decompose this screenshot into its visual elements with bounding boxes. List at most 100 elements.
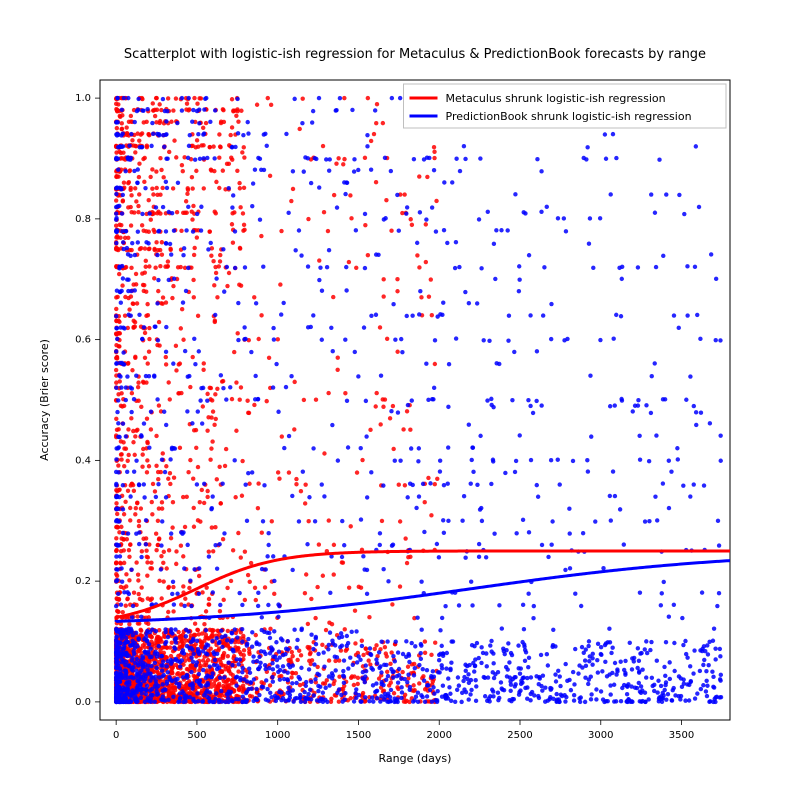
metaculus-point bbox=[156, 470, 160, 474]
predictionbook-point bbox=[126, 531, 130, 535]
metaculus-point bbox=[410, 223, 414, 227]
predictionbook-point bbox=[279, 312, 283, 316]
metaculus-point bbox=[116, 463, 120, 467]
predictionbook-point bbox=[302, 169, 306, 173]
predictionbook-point bbox=[717, 591, 721, 595]
metaculus-point bbox=[267, 356, 271, 360]
predictionbook-point bbox=[198, 398, 202, 402]
scatter-chart: 05001000150020002500300035000.00.20.40.6… bbox=[0, 0, 800, 800]
metaculus-point bbox=[171, 284, 175, 288]
predictionbook-point bbox=[302, 690, 306, 694]
predictionbook-point bbox=[245, 519, 249, 523]
metaculus-point bbox=[128, 543, 132, 547]
metaculus-point bbox=[148, 566, 152, 570]
predictionbook-point bbox=[139, 615, 143, 619]
predictionbook-point bbox=[330, 423, 334, 427]
metaculus-point bbox=[144, 380, 148, 384]
predictionbook-point bbox=[148, 630, 152, 634]
metaculus-point bbox=[259, 234, 263, 238]
metaculus-point bbox=[332, 193, 336, 197]
predictionbook-point bbox=[230, 698, 234, 702]
predictionbook-point bbox=[207, 554, 211, 558]
predictionbook-point bbox=[363, 680, 367, 684]
metaculus-point bbox=[291, 671, 295, 675]
predictionbook-point bbox=[114, 507, 118, 511]
metaculus-point bbox=[213, 525, 217, 529]
predictionbook-point bbox=[314, 636, 318, 640]
predictionbook-point bbox=[486, 210, 490, 214]
predictionbook-point bbox=[122, 326, 126, 330]
metaculus-point bbox=[403, 700, 407, 704]
predictionbook-point bbox=[129, 314, 133, 318]
predictionbook-point bbox=[441, 518, 445, 522]
metaculus-point bbox=[207, 597, 211, 601]
predictionbook-point bbox=[620, 277, 624, 281]
metaculus-point bbox=[150, 512, 154, 516]
predictionbook-point bbox=[246, 471, 250, 475]
predictionbook-point bbox=[132, 169, 136, 173]
predictionbook-point bbox=[541, 313, 545, 317]
metaculus-point bbox=[196, 465, 200, 469]
metaculus-point bbox=[127, 622, 131, 626]
predictionbook-point bbox=[134, 458, 138, 462]
predictionbook-point bbox=[118, 290, 122, 294]
metaculus-point bbox=[136, 578, 140, 582]
predictionbook-point bbox=[655, 659, 659, 663]
predictionbook-point bbox=[701, 663, 705, 667]
metaculus-point bbox=[209, 254, 213, 258]
metaculus-point bbox=[163, 264, 167, 268]
predictionbook-point bbox=[599, 652, 603, 656]
predictionbook-point bbox=[269, 645, 273, 649]
predictionbook-point bbox=[694, 423, 698, 427]
metaculus-point bbox=[222, 120, 226, 124]
predictionbook-point bbox=[173, 446, 177, 450]
metaculus-point bbox=[145, 555, 149, 559]
predictionbook-point bbox=[117, 266, 121, 270]
predictionbook-point bbox=[619, 699, 623, 703]
predictionbook-point bbox=[305, 542, 309, 546]
predictionbook-point bbox=[609, 651, 613, 655]
metaculus-point bbox=[423, 500, 427, 504]
predictionbook-point bbox=[135, 657, 139, 661]
predictionbook-point bbox=[549, 686, 553, 690]
predictionbook-point bbox=[268, 651, 272, 655]
y-tick-label: 0.0 bbox=[75, 697, 91, 708]
predictionbook-point bbox=[295, 638, 299, 642]
predictionbook-point bbox=[269, 695, 273, 699]
predictionbook-point bbox=[315, 698, 319, 702]
predictionbook-point bbox=[232, 458, 236, 462]
predictionbook-point bbox=[369, 470, 373, 474]
metaculus-point bbox=[327, 518, 331, 522]
predictionbook-point bbox=[438, 459, 442, 463]
predictionbook-point bbox=[467, 681, 471, 685]
predictionbook-point bbox=[510, 398, 514, 402]
metaculus-point bbox=[348, 193, 352, 197]
predictionbook-point bbox=[692, 404, 696, 408]
predictionbook-point bbox=[257, 655, 261, 659]
predictionbook-point bbox=[329, 326, 333, 330]
predictionbook-point bbox=[297, 228, 301, 232]
metaculus-point bbox=[374, 121, 378, 125]
predictionbook-point bbox=[119, 657, 123, 661]
predictionbook-point bbox=[421, 667, 425, 671]
predictionbook-point bbox=[328, 630, 332, 634]
predictionbook-point bbox=[163, 688, 167, 692]
predictionbook-point bbox=[174, 636, 178, 640]
predictionbook-point bbox=[359, 517, 363, 521]
predictionbook-point bbox=[310, 120, 314, 124]
predictionbook-point bbox=[168, 242, 172, 246]
predictionbook-point bbox=[342, 674, 346, 678]
metaculus-point bbox=[237, 181, 241, 185]
metaculus-point bbox=[151, 482, 155, 486]
predictionbook-point bbox=[691, 671, 695, 675]
metaculus-point bbox=[117, 488, 121, 492]
metaculus-point bbox=[363, 646, 367, 650]
predictionbook-point bbox=[164, 132, 168, 136]
predictionbook-point bbox=[460, 519, 464, 523]
predictionbook-point bbox=[304, 680, 308, 684]
metaculus-point bbox=[145, 470, 149, 474]
predictionbook-point bbox=[568, 566, 572, 570]
predictionbook-point bbox=[164, 350, 168, 354]
predictionbook-point bbox=[556, 216, 560, 220]
x-tick-label: 3000 bbox=[588, 730, 613, 741]
